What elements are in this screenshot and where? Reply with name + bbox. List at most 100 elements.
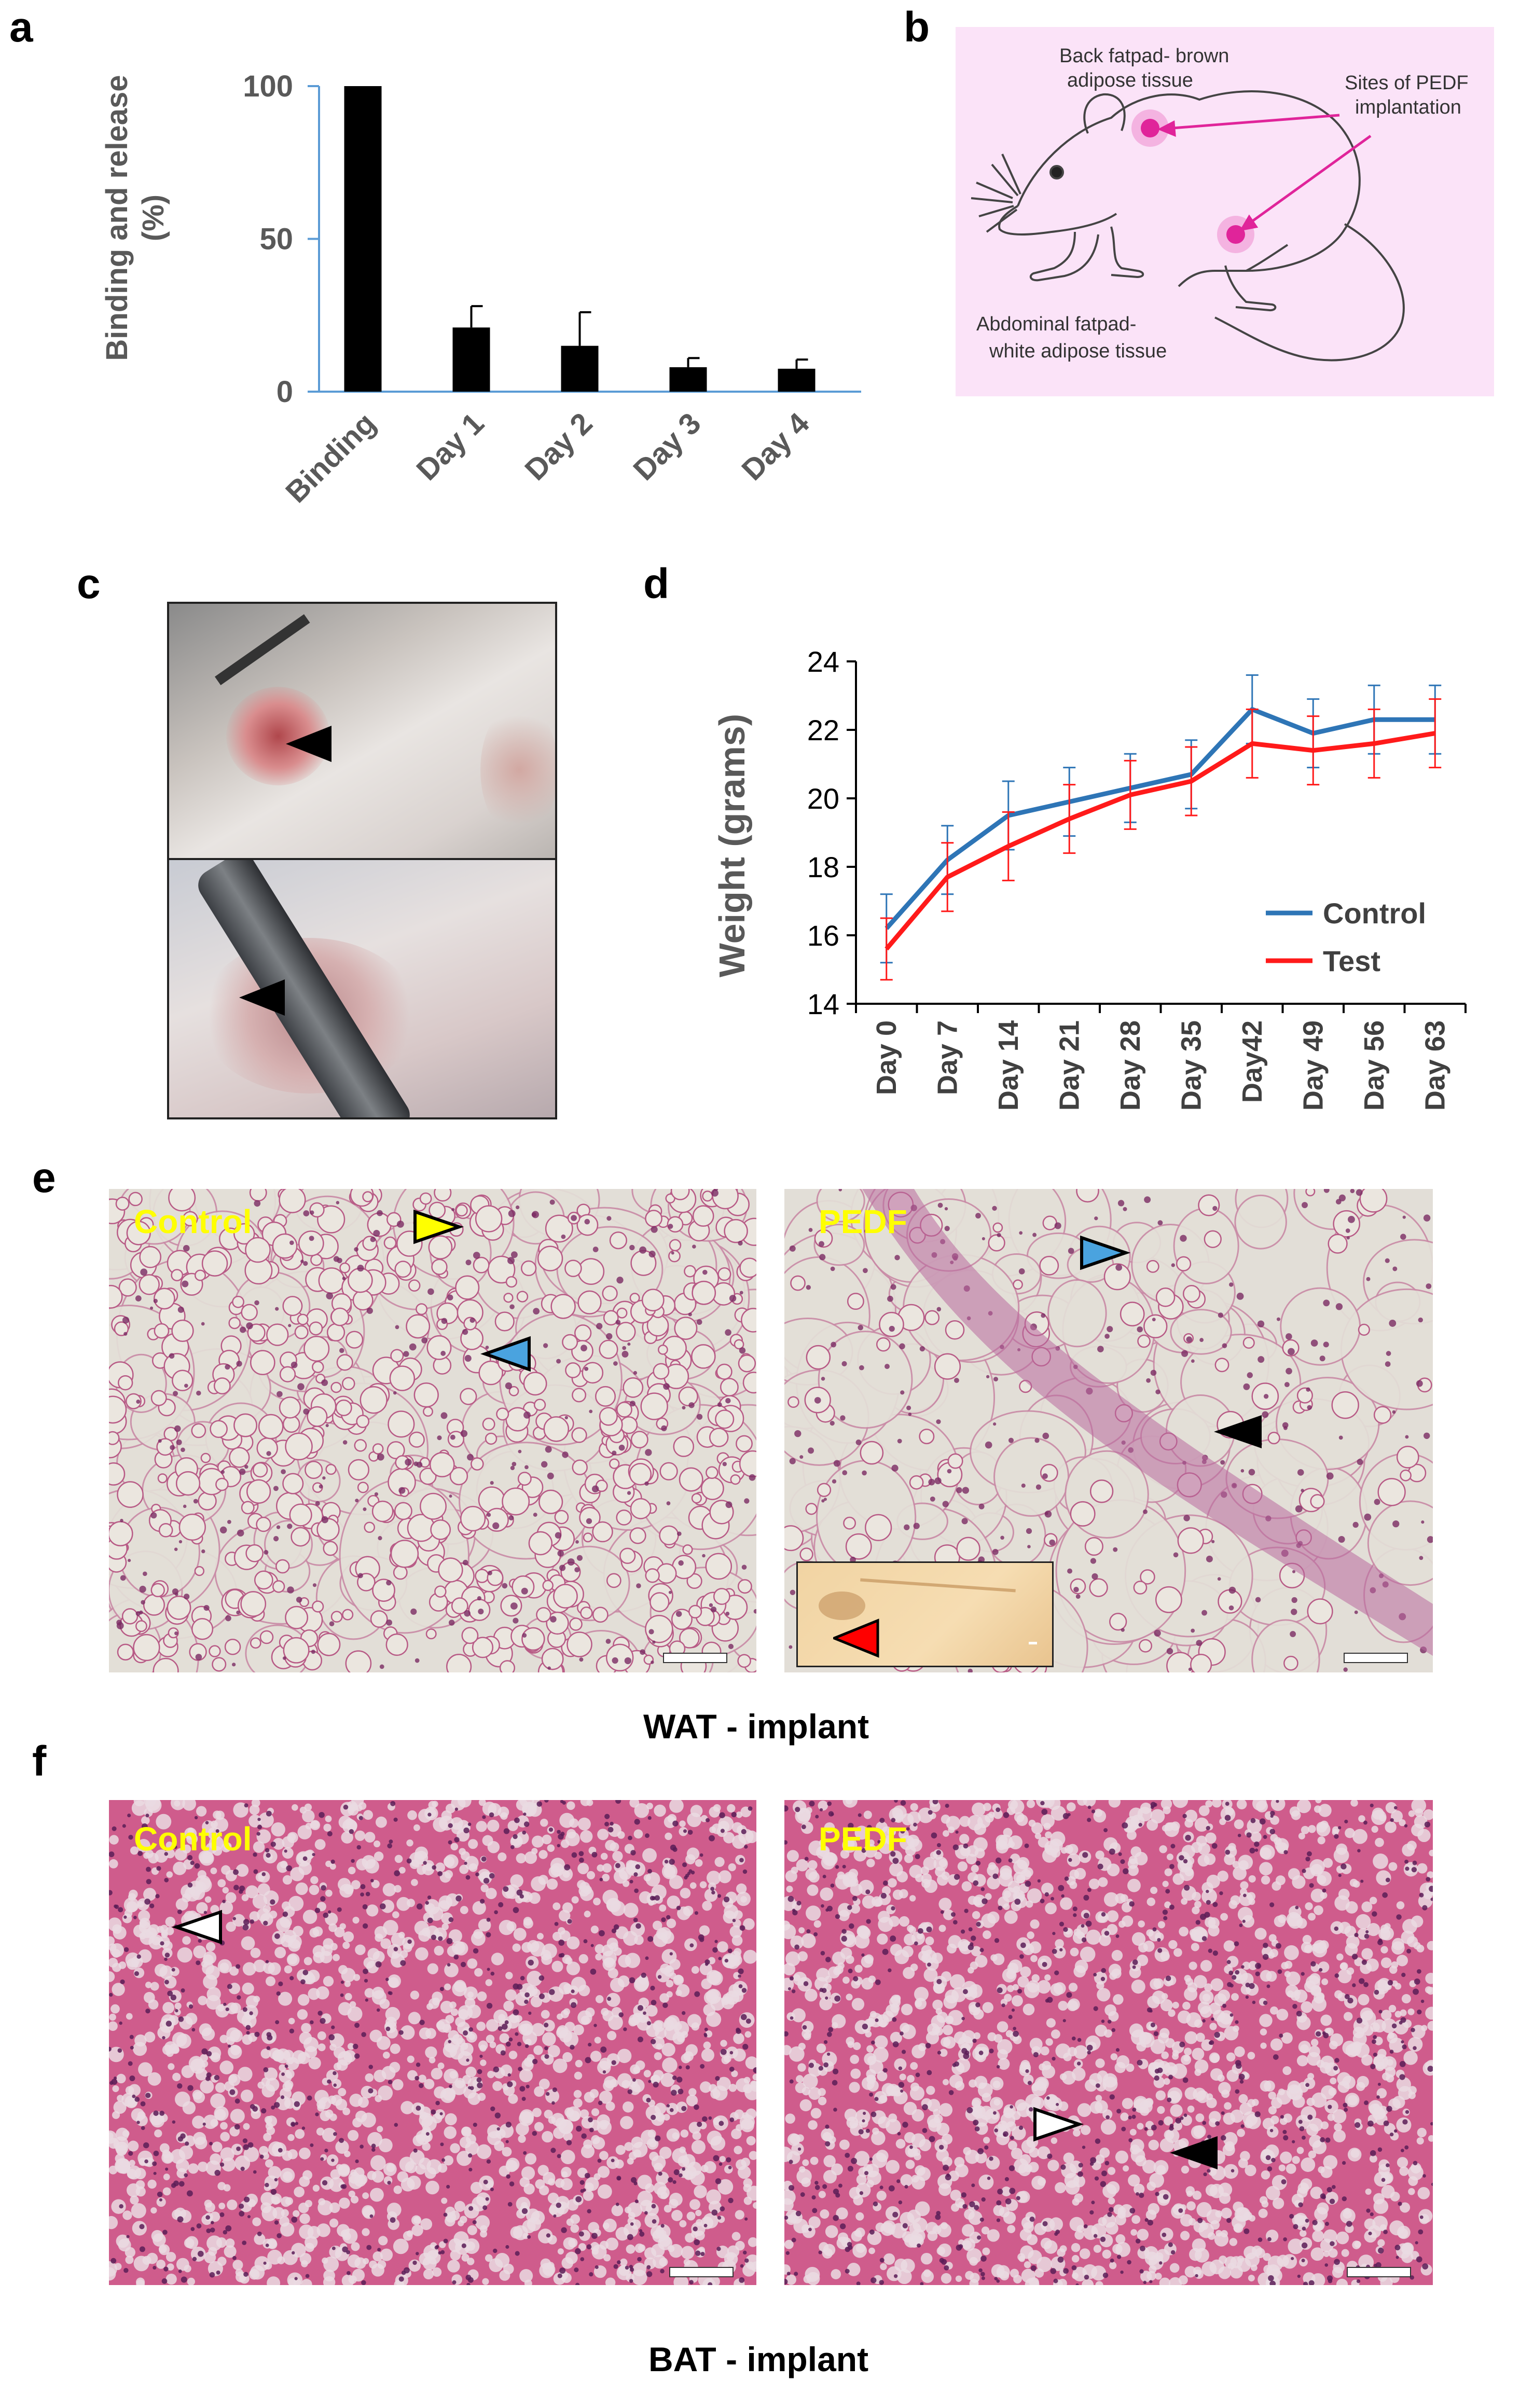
vacuole [406, 1839, 413, 1847]
nucleus [150, 1512, 157, 1519]
vacuole [432, 2113, 443, 2124]
vacuole [734, 1910, 743, 1919]
back-implant-site-marker [1141, 119, 1159, 137]
vacuole [145, 1982, 152, 1988]
nucleus [549, 1989, 555, 1995]
nucleus [887, 1295, 893, 1302]
small-cell [845, 1533, 872, 1560]
nucleus [404, 2267, 410, 2274]
nucleus [1338, 1536, 1345, 1543]
vacuole [211, 2141, 223, 2153]
nucleus [727, 1948, 733, 1954]
vacuole [557, 2248, 564, 2255]
vacuole [544, 2110, 553, 2119]
nucleus [236, 1610, 240, 1615]
vacuole [174, 1848, 187, 1861]
vacuole [634, 1976, 650, 1991]
vacuole [791, 2008, 806, 2023]
vacuole [1399, 1819, 1406, 1826]
small-cell [678, 1386, 698, 1407]
vacuole [1298, 1832, 1305, 1839]
nucleus [320, 2157, 324, 2161]
nucleus [363, 1507, 367, 1511]
nucleus [821, 1499, 825, 1503]
nucleus [1045, 1512, 1048, 1515]
vacuole [646, 2138, 659, 2150]
nucleus [615, 1800, 621, 1804]
nucleus [184, 1383, 188, 1388]
nucleus [997, 1233, 1001, 1237]
nucleus [725, 1501, 733, 1509]
nucleus [141, 2126, 145, 2130]
nucleus [145, 1814, 149, 1818]
vacuole [229, 1966, 239, 1976]
vacuole [163, 2174, 170, 2180]
nucleus [814, 1397, 821, 1404]
nucleus [658, 2171, 662, 2176]
nucleus [612, 1657, 618, 1664]
vacuole [339, 2197, 350, 2209]
nucleus [463, 2030, 468, 2036]
vacuole [594, 2037, 601, 2044]
vacuole [341, 1968, 356, 1983]
vacuole [450, 1843, 459, 1851]
nucleus [551, 2101, 555, 2105]
vacuole [1336, 1953, 1344, 1961]
small-cell [352, 1290, 374, 1311]
vacuole [482, 1835, 493, 1846]
small-cell [730, 1474, 741, 1485]
small-cell [691, 1344, 716, 1369]
vacuole [671, 2210, 683, 2221]
nucleus [493, 2248, 498, 2253]
nucleus [1186, 1336, 1193, 1343]
small-cell [1076, 1189, 1099, 1203]
vacuole [1173, 2150, 1180, 2157]
nucleus [618, 1444, 625, 1451]
nucleus [913, 1523, 920, 1529]
nucleus [253, 2170, 257, 2174]
nucleus [291, 2123, 295, 2126]
nucleus [710, 1606, 717, 1613]
nucleus [654, 1895, 660, 1901]
small-cell [323, 1541, 338, 1556]
vacuole [531, 1848, 538, 1855]
vacuole [365, 2073, 374, 2082]
vacuole [536, 1933, 544, 1940]
vacuole [467, 2004, 481, 2019]
vacuole [162, 2149, 171, 2158]
small-cell [1204, 1230, 1222, 1248]
vacuole [471, 1931, 486, 1946]
vacuole [305, 2046, 317, 2058]
vacuole [868, 2247, 875, 2254]
nucleus [719, 1812, 725, 1819]
vacuole [530, 1996, 543, 2008]
nucleus [571, 1989, 575, 1994]
nucleus [536, 1801, 543, 1807]
small-cell [1137, 1334, 1151, 1348]
adipocyte [1047, 1279, 1107, 1348]
vacuole [217, 1879, 226, 1888]
vacuole [599, 2057, 612, 2070]
nucleus [629, 2264, 633, 2269]
vacuole [935, 1866, 946, 1877]
vacuole [109, 2267, 116, 2281]
vacuole [177, 1947, 192, 1963]
nucleus [146, 1879, 151, 1885]
vacuole [660, 2192, 668, 2199]
small-cell [172, 1369, 194, 1391]
small-cell [109, 1431, 120, 1445]
nucleus [789, 1245, 796, 1252]
vacuole [1179, 2138, 1189, 2149]
nucleus [130, 2045, 134, 2050]
small-cell [988, 1234, 1005, 1252]
nucleus [178, 2181, 185, 2187]
nucleus [550, 2148, 556, 2153]
nucleus [629, 1244, 635, 1251]
nucleus [333, 2071, 337, 2075]
small-cell [691, 1493, 702, 1504]
nucleus [281, 2072, 285, 2076]
vacuole [503, 2000, 514, 2012]
vacuole [1400, 2202, 1411, 2213]
vacuole [577, 1863, 589, 1875]
small-cell [408, 1431, 425, 1448]
